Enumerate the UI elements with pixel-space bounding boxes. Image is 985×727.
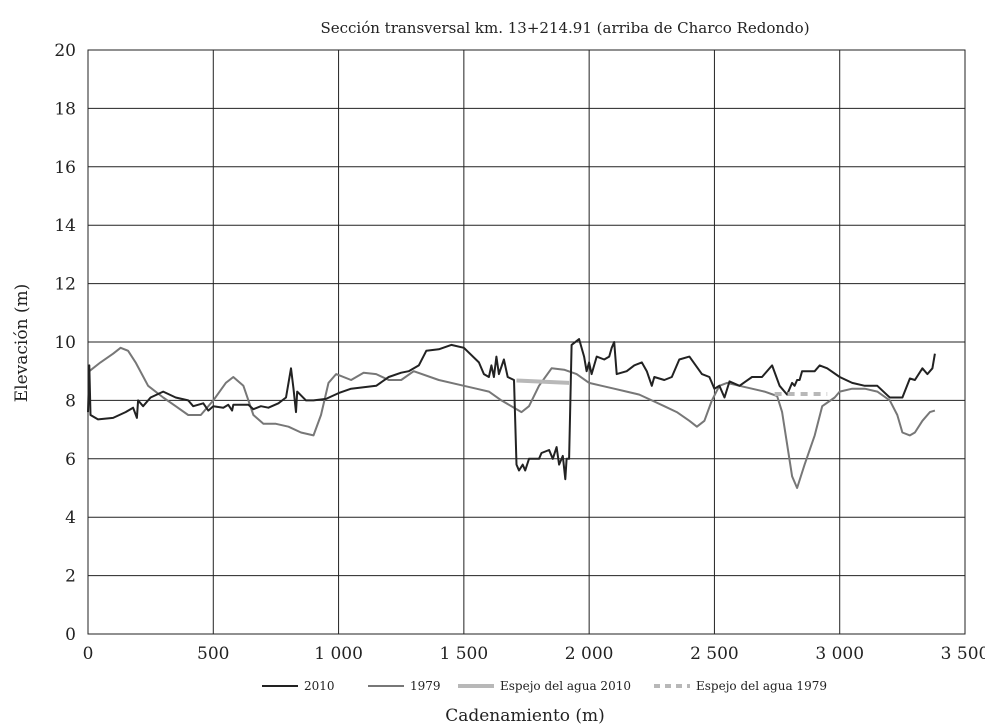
y-tick-label: 14: [54, 216, 76, 236]
legend-label: Espejo del agua 1979: [696, 679, 827, 693]
plot-frame: [87, 49, 966, 635]
chart-title: Sección transversal km. 13+214.91 (arrib…: [320, 19, 809, 37]
legend-label: Espejo del agua 2010: [500, 679, 631, 693]
x-tick-label: 500: [197, 644, 229, 664]
y-tick-label: 18: [54, 99, 76, 119]
x-tick-label: 2 500: [690, 644, 739, 664]
y-tick-label: 12: [54, 275, 76, 295]
y-tick-labels: 0 2 4 6 8 10 12 14 16 18 20: [54, 41, 76, 645]
x-tick-label: 0: [83, 644, 94, 664]
y-axis-title: Elevación (m): [12, 284, 32, 403]
y-tick-label: 4: [65, 508, 76, 528]
y-tick-label: 10: [54, 333, 76, 353]
series-group: [87, 338, 936, 489]
series-line-2010: [87, 338, 936, 481]
legend-label: 2010: [304, 679, 335, 693]
x-tick-label: 1 000: [314, 644, 363, 664]
x-tick-labels: 0 500 1 000 1 500 2 000 2 500 3 000 3 500: [83, 644, 985, 664]
y-tick-label: 0: [65, 625, 76, 645]
x-axis-title: Cadenamiento (m): [445, 706, 605, 726]
y-tick-label: 20: [54, 41, 76, 61]
y-tick-label: 6: [65, 450, 76, 470]
x-tick-label: 2 000: [565, 644, 614, 664]
legend-label: 1979: [410, 679, 441, 693]
x-tick-label: 3 500: [941, 644, 985, 664]
y-tick-label: 16: [54, 158, 76, 178]
legend: 2010 1979 Espejo del agua 2010 Espejo del a…: [262, 679, 827, 693]
series-line-1979: [88, 346, 936, 489]
x-tick-label: 3 000: [815, 644, 864, 664]
x-tick-label: 1 500: [440, 644, 489, 664]
y-tick-label: 2: [65, 567, 76, 587]
y-tick-label: 8: [65, 391, 76, 411]
grid: [87, 49, 966, 635]
series-line-espejo-del-agua-2010: [516, 378, 570, 385]
